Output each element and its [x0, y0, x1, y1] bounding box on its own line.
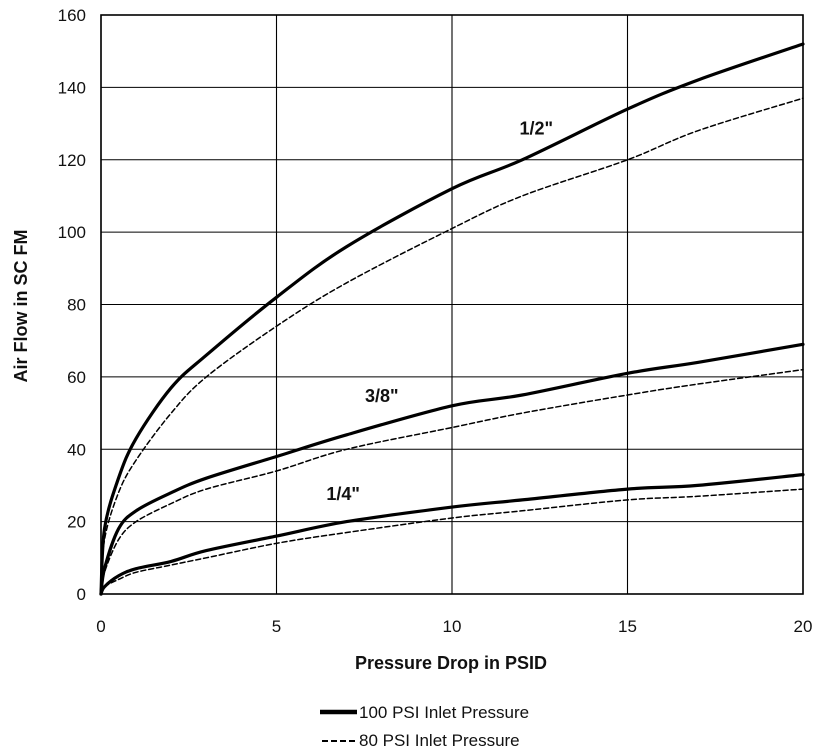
- y-tick-label: 60: [67, 368, 86, 387]
- x-tick-label: 10: [443, 617, 462, 636]
- x-tick-label: 20: [794, 617, 813, 636]
- series-line-1-4-80psi: [100, 488, 804, 595]
- y-tick-label: 0: [77, 585, 86, 604]
- legend-solid-label: 100 PSI Inlet Pressure: [359, 703, 529, 722]
- curve-label: 3/8": [365, 386, 399, 406]
- y-tick-label: 120: [58, 151, 86, 170]
- curve-labels: 1/2" 3/8" 1/4": [326, 118, 553, 503]
- curve-label: 1/4": [326, 484, 360, 504]
- y-tick-label: 140: [58, 78, 86, 97]
- plot-area-frame: [100, 14, 804, 595]
- curve-label: 1/2": [519, 118, 553, 138]
- x-tick-label: 0: [96, 617, 105, 636]
- y-tick-label: 80: [67, 296, 86, 315]
- series-layer: [99, 42, 805, 596]
- x-tick-label: 15: [618, 617, 637, 636]
- tick-labels: 0 5 10 15 20 0 20 40 60 80 100 120 140 160: [58, 6, 813, 636]
- x-axis-title: Pressure Drop in PSID: [355, 653, 547, 673]
- series-line-1-2-100psi: [99, 42, 805, 596]
- series-line-3-8-80psi: [100, 368, 804, 595]
- x-tick-label: 5: [272, 617, 281, 636]
- y-tick-label: 160: [58, 6, 86, 25]
- y-axis-title: Air Flow in SC FM: [11, 230, 31, 383]
- series-line-3-8-100psi: [99, 342, 805, 596]
- series-line-1-2-80psi: [100, 97, 804, 595]
- legend: 100 PSI Inlet Pressure 80 PSI Inlet Pres…: [320, 703, 529, 750]
- series-line-1-4-100psi: [99, 473, 805, 596]
- legend-dashed-label: 80 PSI Inlet Pressure: [359, 731, 520, 750]
- y-tick-label: 100: [58, 223, 86, 242]
- y-tick-label: 40: [67, 440, 86, 459]
- y-tick-label: 20: [67, 513, 86, 532]
